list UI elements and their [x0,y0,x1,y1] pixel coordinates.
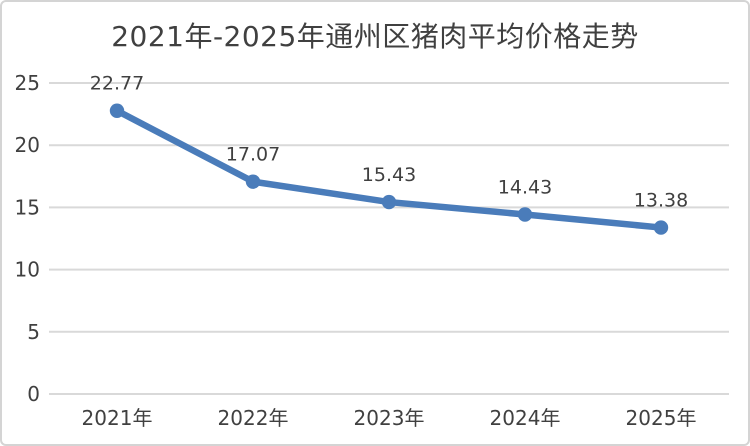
x-axis-category-label: 2021年 [82,406,153,430]
data-point-label: 17.07 [226,144,280,166]
data-point-label: 13.38 [634,190,688,212]
x-axis-category-label: 2023年 [354,406,425,430]
y-axis-tick-label: 5 [27,320,40,344]
x-axis-category-label: 2022年 [218,406,289,430]
data-point-label: 15.43 [362,164,416,186]
y-axis-tick-label: 10 [15,258,40,282]
data-point-label: 14.43 [498,176,552,198]
x-axis-category-label: 2025年 [626,406,697,430]
data-point-marker [381,194,397,210]
data-point-marker [517,207,533,222]
data-point-marker [653,220,669,235]
y-axis-tick-label: 25 [15,71,40,95]
y-axis-tick-label: 15 [15,195,40,219]
x-axis-category-label: 2024年 [490,406,561,430]
data-point-label: 22.77 [90,73,144,95]
y-axis-tick-label: 20 [15,133,40,157]
y-axis-tick-label: 0 [27,382,40,406]
data-point-marker [109,103,125,118]
chart-title: 2021年-2025年通州区猪肉平均价格走势 [111,20,639,53]
data-point-marker [245,174,261,189]
